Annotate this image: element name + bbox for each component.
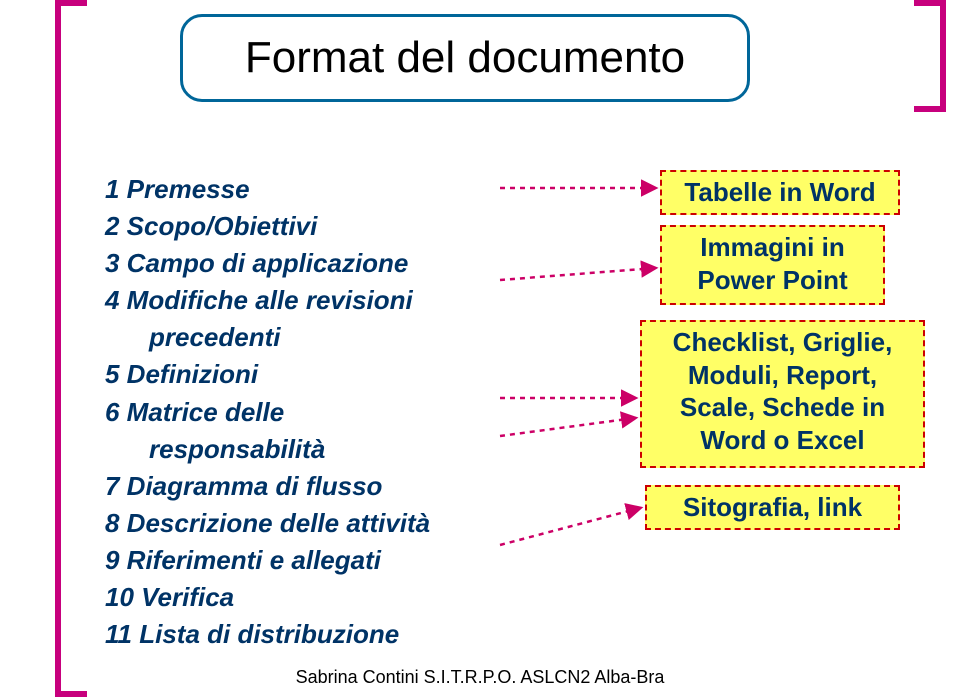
- highlight-immagini: Immagini in Power Point: [660, 225, 885, 305]
- highlight-text: Checklist, Griglie,: [673, 327, 893, 357]
- page-title: Format del documento: [245, 33, 685, 83]
- highlight-sitografia: Sitografia, link: [645, 485, 900, 530]
- bracket-right: [914, 0, 946, 112]
- bracket-left: [55, 0, 87, 697]
- list-item: 6 Matrice delle: [105, 395, 500, 430]
- list-item: precedenti: [105, 320, 500, 355]
- list-item: 7 Diagramma di flusso: [105, 469, 500, 504]
- list-item: 5 Definizioni: [105, 357, 500, 392]
- list-item: 9 Riferimenti e allegati: [105, 543, 500, 578]
- title-box: Format del documento: [180, 14, 750, 102]
- list-item: 1 Premesse: [105, 172, 500, 207]
- highlight-text: Scale, Schede in: [680, 392, 885, 422]
- highlight-text: Power Point: [697, 265, 847, 295]
- list-item: 8 Descrizione delle attività: [105, 506, 500, 541]
- highlight-tabelle: Tabelle in Word: [660, 170, 900, 215]
- highlight-text: Word o Excel: [700, 425, 864, 455]
- list-item: 10 Verifica: [105, 580, 500, 615]
- list-item: 3 Campo di applicazione: [105, 246, 500, 281]
- highlight-text: Tabelle in Word: [684, 177, 875, 207]
- section-list: 1 Premesse 2 Scopo/Obiettivi 3 Campo di …: [105, 172, 500, 654]
- highlight-text: Moduli, Report,: [688, 360, 877, 390]
- list-item: 4 Modifiche alle revisioni: [105, 283, 500, 318]
- list-item: responsabilità: [105, 432, 500, 467]
- highlight-text: Immagini in: [700, 232, 844, 262]
- footer-text: Sabrina Contini S.I.T.R.P.O. ASLCN2 Alba…: [0, 667, 960, 688]
- highlight-text: Sitografia, link: [683, 492, 862, 522]
- highlight-checklist: Checklist, Griglie, Moduli, Report, Scal…: [640, 320, 925, 468]
- list-item: 2 Scopo/Obiettivi: [105, 209, 500, 244]
- list-item: 11 Lista di distribuzione: [105, 617, 500, 652]
